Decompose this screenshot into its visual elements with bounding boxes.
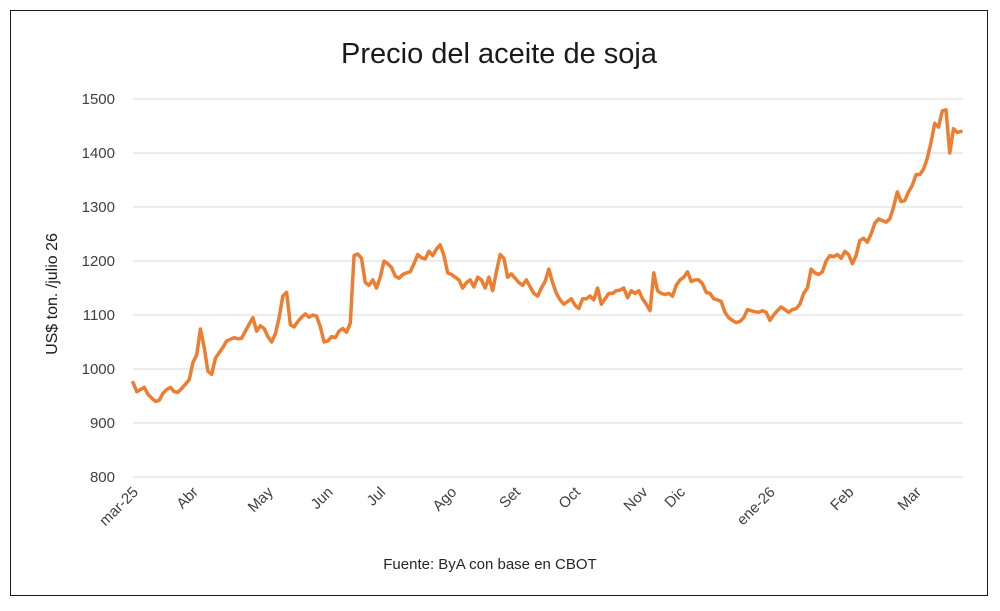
y-tick-label: 1000 — [82, 361, 115, 378]
x-tick-label: Mar — [895, 484, 925, 514]
gridlines — [133, 98, 963, 478]
y-tick-label: 800 — [90, 469, 115, 486]
x-tick-label: Oct — [555, 483, 584, 512]
y-tick-label: 1400 — [82, 145, 115, 162]
y-tick-label: 1300 — [82, 199, 115, 216]
x-tick-labels: mar-25 Abr May Jun Jul Ago Set Oct Nov Dic ene-26 F… — [96, 483, 925, 529]
y-tick-label: 1500 — [82, 91, 115, 108]
y-tick-labels: 800 900 1000 1100 1200 1300 1400 1500 — [82, 91, 115, 486]
x-tick-label: Feb — [827, 484, 857, 514]
series-line — [131, 108, 963, 404]
x-tick-label: Jun — [308, 484, 337, 513]
x-tick-label: mar-25 — [96, 484, 142, 530]
x-tick-label: Nov — [620, 483, 651, 514]
x-tick-label: Jul — [364, 484, 390, 510]
line-chart: Precio del aceite de soja US$ ton. /juli… — [44, 38, 963, 573]
y-axis-label: US$ ton. /julio 26 — [44, 233, 61, 355]
chart-title: Precio del aceite de soja — [341, 38, 658, 70]
x-tick-label: Abr — [173, 484, 202, 513]
x-tick-label: Dic — [661, 483, 689, 511]
x-tick-label: Set — [496, 483, 525, 512]
source-note: Fuente: ByA con base en CBOT — [383, 556, 596, 573]
series-layer — [131, 108, 963, 404]
x-tick-label: May — [245, 483, 277, 515]
x-tick-label: Ago — [429, 484, 460, 515]
y-tick-label: 1200 — [82, 253, 115, 270]
y-tick-label: 900 — [90, 415, 115, 432]
y-tick-label: 1100 — [83, 307, 115, 324]
chart-frame: Precio del aceite de soja US$ ton. /juli… — [10, 10, 988, 596]
x-tick-label: ene-26 — [734, 484, 779, 529]
